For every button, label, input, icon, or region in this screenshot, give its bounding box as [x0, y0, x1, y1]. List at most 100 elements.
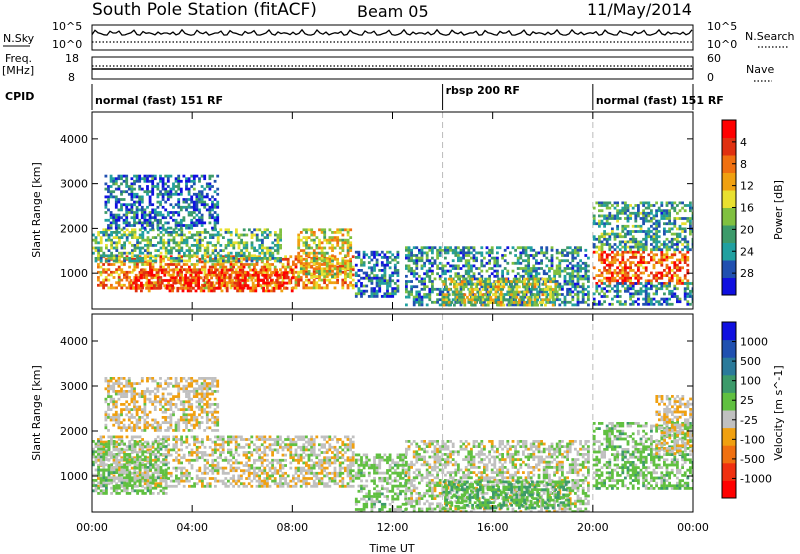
power-cell [686, 250, 690, 254]
power-cell [655, 237, 658, 241]
power-cell [523, 293, 526, 297]
power-cell [555, 256, 559, 260]
power-cell [190, 270, 194, 274]
power-cell [529, 246, 533, 250]
power-cell [420, 277, 424, 281]
power-cell [576, 293, 580, 296]
power-cell [545, 246, 549, 250]
power-cell [229, 286, 233, 290]
power-cell [624, 271, 627, 275]
power-cell [310, 276, 313, 279]
power-cell [652, 240, 656, 244]
power-cell [346, 231, 350, 234]
power-cell [476, 298, 480, 302]
power-cell [206, 255, 209, 259]
power-cell [462, 274, 465, 278]
power-cell [686, 219, 690, 223]
power-cell [189, 273, 193, 277]
power-cell [338, 251, 342, 255]
power-cell [689, 232, 692, 236]
velocity-cell [206, 484, 209, 488]
power-cell [140, 224, 144, 227]
power-cell [540, 246, 543, 250]
power-cell [512, 290, 516, 294]
power-cell [618, 263, 622, 267]
power-cell [192, 279, 195, 282]
power-cell [349, 283, 352, 287]
power-cell [197, 273, 200, 277]
power-cell [182, 268, 186, 272]
power-cell [485, 295, 489, 299]
power-cell [143, 213, 147, 217]
power-cell [497, 301, 500, 304]
power-cell [568, 277, 572, 281]
power-cell [286, 260, 290, 264]
power-cell [203, 187, 207, 191]
power-cell [99, 238, 103, 242]
power-cell [502, 277, 506, 281]
power-cell [652, 235, 656, 239]
velocity-cell [159, 445, 163, 449]
power-cell [629, 230, 632, 233]
power-cell [159, 221, 162, 225]
velocity-cell [190, 435, 194, 439]
power-cell [631, 230, 635, 233]
velocity-cell [203, 477, 207, 480]
power-cell [525, 295, 529, 299]
power-cell [616, 209, 619, 213]
power-cell [468, 280, 472, 284]
velocity-cell [201, 451, 204, 454]
power-cell [503, 259, 507, 263]
power-cell [650, 300, 653, 304]
power-cell [668, 230, 671, 233]
power-cell [219, 228, 223, 232]
power-cell [507, 298, 511, 302]
power-cell [676, 204, 679, 207]
power-cell [657, 300, 661, 304]
power-cell [305, 241, 308, 245]
power-cell [420, 282, 424, 286]
power-cell [670, 201, 674, 205]
power-cell [185, 270, 189, 274]
power-cell [584, 293, 588, 296]
power-cell [148, 221, 152, 225]
velocity-cell [117, 453, 121, 457]
power-cell [650, 258, 653, 262]
power-cell [114, 203, 118, 207]
power-cell [571, 280, 575, 283]
power-cell [166, 177, 170, 181]
power-cell [462, 295, 465, 299]
power-cell [598, 279, 601, 283]
power-cell [289, 265, 293, 269]
power-cell [616, 292, 619, 296]
power-cell [220, 268, 224, 272]
power-cell [650, 297, 653, 301]
power-cell [621, 269, 625, 272]
power-cell [637, 282, 640, 285]
power-cell [566, 264, 569, 268]
power-cell [138, 228, 142, 232]
power-cell [351, 286, 355, 290]
power-cell [198, 192, 201, 196]
power-cell [240, 251, 243, 255]
power-cell [125, 276, 129, 279]
power-cell [190, 249, 194, 252]
power-cell [676, 295, 679, 298]
power-cell [213, 226, 217, 230]
power-cell [616, 289, 619, 293]
power-cell [161, 192, 165, 196]
power-cell [550, 246, 554, 250]
power-cell [616, 258, 619, 262]
power-cell [631, 300, 635, 304]
power-cell [151, 236, 155, 239]
power-cell [153, 218, 157, 222]
power-cell [681, 266, 684, 270]
power-cell [499, 285, 503, 289]
power-cell [114, 187, 118, 191]
power-cell [117, 218, 121, 222]
power-cell [486, 303, 490, 307]
power-cell [186, 279, 190, 282]
power-cell [603, 250, 606, 254]
power-cell [136, 241, 139, 245]
velocity-cell [198, 456, 202, 460]
